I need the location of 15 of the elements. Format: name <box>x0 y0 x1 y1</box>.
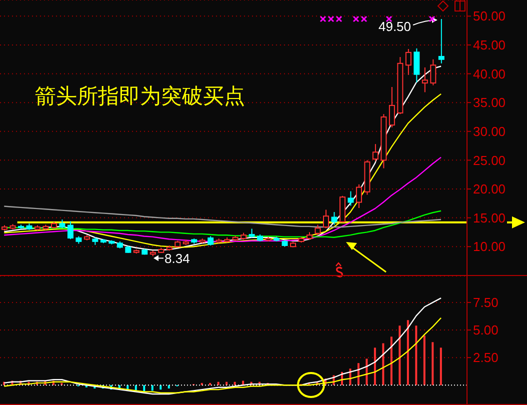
annotation: 8.34 <box>164 251 190 266</box>
y-tick-label: 10.00 <box>473 239 506 254</box>
y-tick-label: 7.50 <box>473 295 498 310</box>
annotation: 箭头所指即为突破买点 <box>35 85 245 108</box>
y-tick-label: 35.00 <box>473 95 506 110</box>
y-tick-label: 15.00 <box>473 210 506 226</box>
y-tick-label: 5.00 <box>473 322 498 338</box>
y-tick-label: 45.00 <box>473 38 506 53</box>
y-tick-label: 25.00 <box>473 152 506 168</box>
y-tick-label: 30.00 <box>473 124 506 139</box>
annotation: 49.50 <box>378 19 412 34</box>
y-tick-label: 50.00 <box>473 8 506 24</box>
y-tick-label: 2.50 <box>473 350 498 366</box>
y-tick-label: 40.00 <box>473 66 506 82</box>
y-tick-label: 20.00 <box>473 182 506 197</box>
